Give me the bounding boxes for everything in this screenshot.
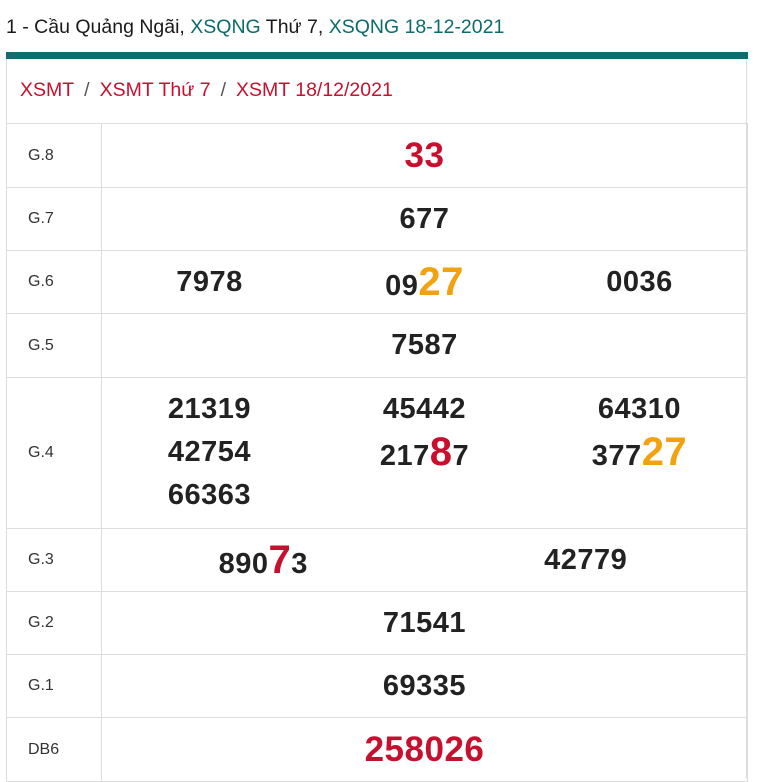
prize-label: G.3 [6, 528, 102, 592]
prize-label: G.5 [6, 313, 102, 378]
breadcrumb: XSMT / XSMT Thứ 7 / XSMT 18/12/2021 [20, 79, 393, 102]
prize-number: 7978 [176, 265, 243, 298]
xsqng-date-link[interactable]: XSQNG 18-12-2021 [328, 16, 505, 38]
prize-number: 33 [404, 135, 445, 175]
prize-label: DB6 [6, 717, 102, 782]
prize-number: 89073 [218, 537, 308, 582]
prize-number: 69335 [382, 669, 467, 702]
prize-label: G.8 [6, 123, 102, 188]
prize-number: 66363 [167, 479, 252, 511]
breadcrumb-separator: / [220, 79, 226, 101]
prize-number: 42779 [544, 543, 628, 576]
table-row-g1: G.1 69335 [6, 654, 748, 718]
prize-number: 71541 [382, 606, 467, 639]
prize-number: 21787 [379, 430, 470, 474]
table-row-g6: G.6 7978 0927 0036 [6, 250, 748, 314]
table-row-db: DB6 258026 [6, 717, 748, 782]
special-prize-number: 258026 [364, 729, 485, 769]
prize-number: 64310 [597, 393, 682, 425]
prize-label: G.7 [6, 187, 102, 251]
prize-number: 45442 [382, 393, 467, 425]
table-row-g7: G.7 677 [6, 187, 748, 251]
table-row-g2: G.2 71541 [6, 591, 748, 655]
table-row-g4: G.4 21319 42754 66363 45442 21787 64310 … [6, 377, 748, 529]
loto-highlight: 27 [418, 259, 464, 304]
breadcrumb-separator: / [84, 79, 90, 101]
page-heading: 1 - Cầu Quảng Ngãi, XSQNG Thứ 7, XSQNG 1… [6, 16, 504, 39]
table-row-g8: G.8 33 [6, 123, 748, 188]
loto-highlight: 7 [268, 537, 292, 582]
heading-middle: Thứ 7, [265, 16, 324, 38]
prize-number: 7587 [391, 329, 458, 361]
breadcrumb-item-xsmt-date[interactable]: XSMT 18/12/2021 [235, 79, 393, 101]
prize-number: 0927 [385, 259, 464, 304]
prize-number: 0036 [606, 265, 673, 298]
prize-label: G.2 [6, 591, 102, 655]
table-row-g5: G.5 7587 [6, 313, 748, 378]
heading-prefix: 1 - Cầu Quảng Ngãi, [6, 16, 185, 38]
loto-highlight: 27 [641, 430, 688, 474]
loto-highlight: 8 [429, 430, 453, 474]
prize-label: G.1 [6, 654, 102, 718]
heading-divider [6, 52, 748, 59]
xsqng-link[interactable]: XSQNG [190, 16, 261, 38]
prize-number: 677 [399, 202, 450, 235]
prize-number: 21319 [167, 393, 252, 425]
breadcrumb-item-xsmt-thu7[interactable]: XSMT Thứ 7 [99, 79, 211, 101]
prize-label: G.6 [6, 250, 102, 314]
prize-number: 37727 [591, 430, 688, 474]
prize-number: 42754 [167, 436, 252, 468]
results-table: G.8 33 G.7 677 G.6 7978 0927 0036 G.5 75… [6, 123, 748, 782]
breadcrumb-item-xsmt[interactable]: XSMT [20, 79, 75, 101]
prize-label: G.4 [6, 377, 102, 529]
table-row-g3: G.3 89073 42779 [6, 528, 748, 592]
